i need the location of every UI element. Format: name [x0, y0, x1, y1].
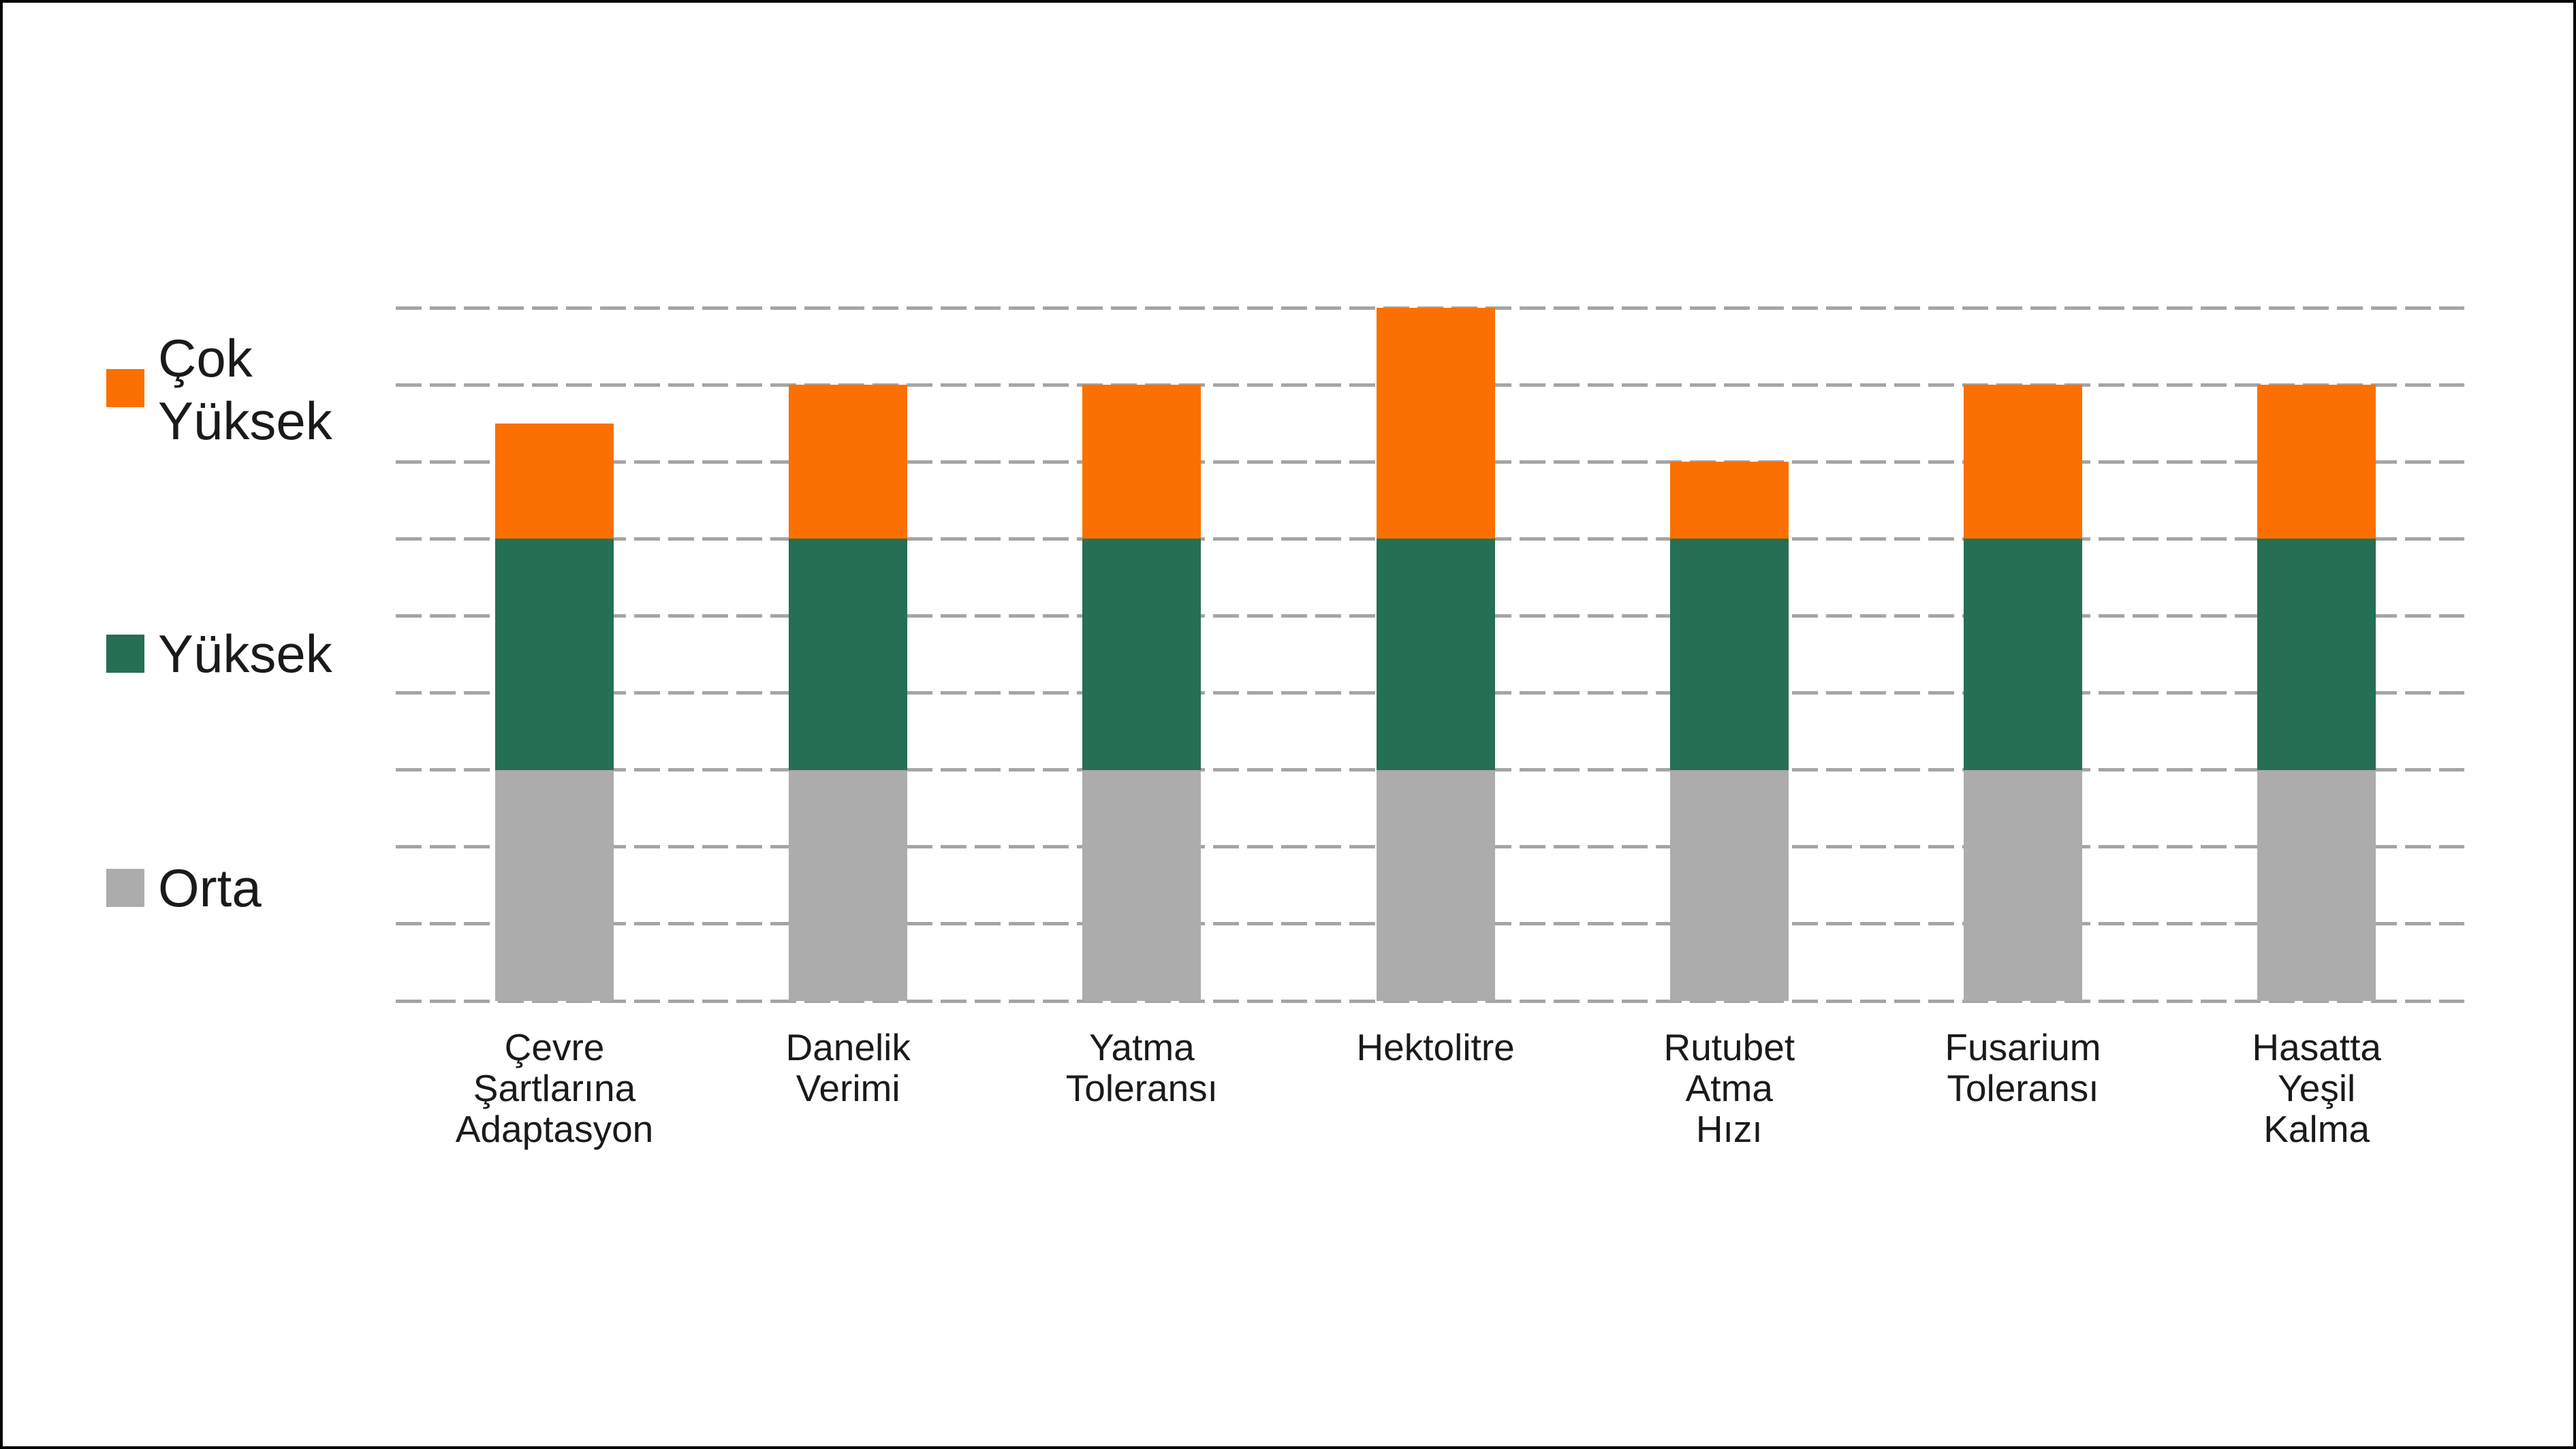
x-axis-label-cevre-sartlarina-adaptasyon: Çevre Şartlarına Adaptasyon [350, 1027, 759, 1149]
bar-yatma-toleransi-segment-cok-yuksek [1082, 385, 1201, 539]
bar-hasatta-yesil-kalma-segment-cok-yuksek [2257, 385, 2376, 539]
x-axis-label-line: Şartlarına [473, 1067, 636, 1109]
bar-yatma-toleransi-segment-yuksek [1082, 539, 1201, 770]
x-axis-label-rutubet-atma-hizi: Rutubet Atma Hızı [1525, 1027, 1934, 1149]
bar-yatma-toleransi-segment-orta [1082, 769, 1201, 1001]
x-axis-label-line: Kalma [2263, 1108, 2370, 1150]
plot-area [396, 306, 2464, 1003]
legend-label-line: Yüksek [158, 391, 332, 451]
bar-hektolitre-segment-orta [1376, 769, 1495, 1001]
bar-fusarium-toleransi [1964, 385, 2082, 1001]
legend-label-yuksek: Yüksek [158, 622, 332, 685]
x-axis-label-hasatta-yesil-kalma: Hasatta Yeşil Kalma [2112, 1027, 2521, 1149]
x-axis-label-line: Toleransı [1065, 1067, 1218, 1109]
bar-hektolitre-segment-yuksek [1376, 539, 1495, 770]
legend-label-orta: Orta [158, 857, 262, 919]
bar-cevre-sartlarina-adaptasyon-segment-yuksek [495, 539, 614, 770]
bar-cevre-sartlarina-adaptasyon-segment-orta [495, 769, 614, 1001]
x-axis-label-danelik-verimi: Danelik Verimi [644, 1027, 1052, 1109]
x-axis-label-line: Hızı [1695, 1108, 1763, 1150]
x-axis-label-line: Fusarium [1945, 1026, 2101, 1068]
bar-fusarium-toleransi-segment-cok-yuksek [1964, 385, 2082, 539]
bar-fusarium-toleransi-segment-orta [1964, 769, 2082, 1001]
x-axis-label-line: Atma [1685, 1067, 1773, 1109]
bar-rutubet-atma-hizi-segment-orta [1669, 769, 1789, 1001]
bar-danelik-verimi [789, 385, 908, 1001]
bar-rutubet-atma-hizi-segment-yuksek [1669, 539, 1789, 770]
legend-label-cok-yuksek: Çok Yüksek [158, 327, 332, 452]
bar-fusarium-toleransi-segment-yuksek [1964, 539, 2082, 770]
x-axis-label-line: Danelik [785, 1026, 911, 1068]
x-axis-label-fusarium-toleransi: Fusarium Toleransı [1819, 1027, 2227, 1109]
legend-label-line: Orta [158, 858, 262, 918]
bar-danelik-verimi-segment-cok-yuksek [789, 385, 908, 539]
bar-yatma-toleransi [1082, 385, 1201, 1001]
x-axis-label-hektolitre: Hektolitre [1231, 1027, 1640, 1068]
x-axis-label-line: Toleransı [1947, 1067, 2099, 1109]
bar-danelik-verimi-segment-yuksek [789, 539, 908, 770]
bar-cevre-sartlarina-adaptasyon [495, 423, 614, 1001]
gridline-level-0 [396, 999, 2464, 1003]
bar-cevre-sartlarina-adaptasyon-segment-cok-yuksek [495, 423, 614, 539]
bar-rutubet-atma-hizi [1669, 462, 1789, 1001]
gridline-level-9 [396, 306, 2464, 310]
bar-hektolitre [1376, 308, 1495, 1001]
bar-rutubet-atma-hizi-segment-cok-yuksek [1669, 462, 1789, 539]
x-axis-label-line: Rutubet [1663, 1026, 1795, 1068]
legend-swatch-yuksek [106, 635, 144, 673]
legend-label-line: Çok [158, 328, 253, 388]
legend-swatch-cok-yuksek [106, 369, 144, 407]
bar-hektolitre-segment-cok-yuksek [1376, 308, 1495, 539]
x-axis-label-line: Hasatta [2252, 1026, 2381, 1068]
bar-hasatta-yesil-kalma-segment-orta [2257, 769, 2376, 1001]
x-axis-label-line: Çevre [504, 1026, 605, 1068]
bar-hasatta-yesil-kalma-segment-yuksek [2257, 539, 2376, 770]
x-axis-label-yatma-toleransi: Yatma Toleransı [937, 1027, 1346, 1109]
legend-label-line: Yüksek [158, 624, 332, 684]
x-axis-label-line: Verimi [796, 1067, 900, 1109]
x-axis-label-line: Adaptasyon [455, 1108, 654, 1150]
x-axis-label-line: Yatma [1088, 1026, 1195, 1068]
x-axis-label-line: Yeşil [2278, 1067, 2356, 1109]
bar-hasatta-yesil-kalma [2257, 385, 2376, 1001]
x-axis-label-line: Hektolitre [1356, 1026, 1515, 1068]
bar-danelik-verimi-segment-orta [789, 769, 908, 1001]
legend-swatch-orta [106, 869, 144, 907]
